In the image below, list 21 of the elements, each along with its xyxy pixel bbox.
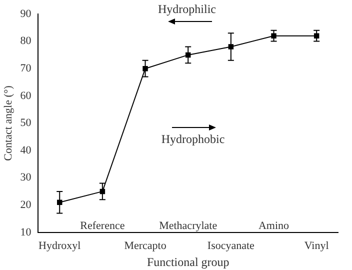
x-tick-label: Hydroxyl bbox=[38, 240, 81, 252]
y-tick-label: 50 bbox=[20, 117, 32, 130]
x-axis-title: Functional group bbox=[146, 254, 230, 269]
x-tick-label: Methacrylate bbox=[159, 220, 218, 232]
x-tick-label: Amino bbox=[258, 220, 290, 232]
annotation: Hydrophobic bbox=[161, 132, 225, 146]
y-tick-label: 20 bbox=[20, 198, 32, 211]
y-tick-label: 70 bbox=[20, 62, 32, 74]
y-tick-label: 10 bbox=[20, 226, 32, 238]
y-tick-label: 80 bbox=[20, 35, 32, 48]
y-tick-label: 60 bbox=[20, 90, 32, 102]
x-tick-label: Isocyanate bbox=[207, 240, 255, 252]
point bbox=[271, 33, 276, 38]
x-tick-label: Reference bbox=[80, 220, 125, 232]
y-tick-label: 40 bbox=[20, 144, 32, 156]
x-tick-label: Vinyl bbox=[304, 240, 329, 252]
y-axis-title: Contact angle (°) bbox=[2, 85, 14, 161]
annotation: Hydrophilic bbox=[158, 2, 216, 16]
y-tick-label: 30 bbox=[20, 172, 32, 184]
y-tick-label: 90 bbox=[20, 8, 32, 20]
x-tick-label: Mercapto bbox=[124, 240, 167, 252]
